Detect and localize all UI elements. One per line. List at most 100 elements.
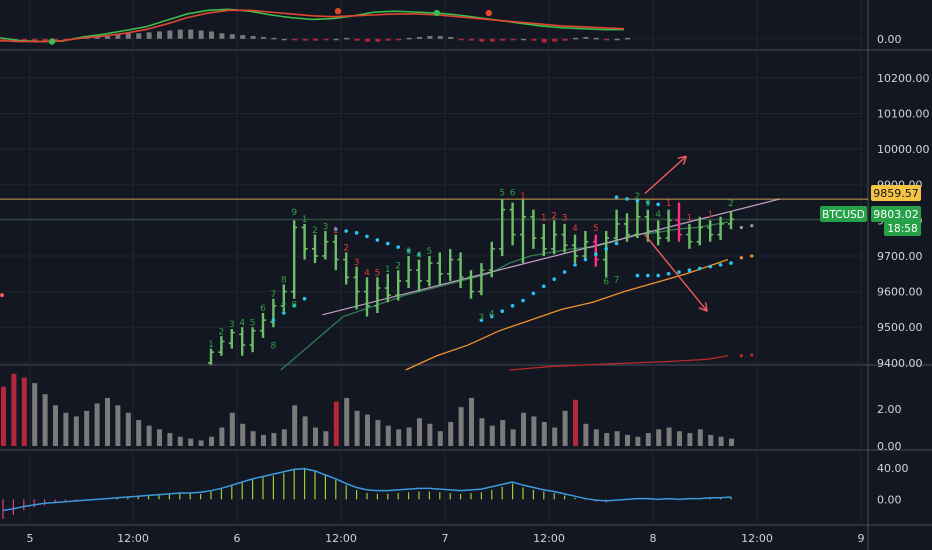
volume-bar [115, 405, 121, 446]
y-tick-label: 9700.00 [877, 250, 923, 263]
volume-bar [635, 436, 641, 446]
volume-bar [365, 414, 370, 446]
count-label: 4 [572, 224, 578, 234]
top-indicator-bar [375, 38, 381, 42]
y-tick-label: 10100.00 [877, 107, 930, 120]
count-label: 1 [302, 215, 308, 225]
count-label: 7 [614, 276, 620, 286]
volume-bar [229, 412, 235, 446]
count-label: 6 [510, 188, 516, 198]
volume-bar [177, 436, 183, 446]
stop-dot [552, 277, 556, 281]
top-indicator-bar [53, 38, 58, 41]
top-indicator-bar [219, 33, 225, 39]
volume-bar [396, 429, 402, 446]
oscillator-pane[interactable] [2, 467, 732, 520]
x-tick-label: 6 [234, 532, 241, 545]
stop-dot [386, 241, 390, 246]
ohlc-bar [291, 220, 298, 299]
volume-bar [250, 431, 256, 446]
count-label: 5 [250, 318, 256, 328]
stop-dot [708, 264, 712, 269]
projection-dot [750, 224, 754, 228]
count-label: 1 [707, 210, 713, 220]
stop-dot [521, 298, 525, 303]
top-indicator-pane[interactable] [0, 8, 630, 45]
top-indicator-bar [562, 38, 568, 41]
volume-bar [656, 429, 662, 446]
ohlc-bar [530, 209, 537, 249]
ohlc-bar [613, 209, 620, 242]
stop-dot [562, 270, 567, 274]
count-label: 5 [499, 188, 505, 198]
y-tick-label: 2.00 [877, 403, 902, 416]
stop-dot [344, 229, 349, 233]
volume-bar [531, 416, 537, 446]
ohlc-bar [582, 231, 589, 260]
top-indicator-bar [281, 38, 287, 41]
volume-bar [604, 433, 610, 446]
count-label: 7 [271, 290, 277, 300]
moving-average-line [509, 355, 729, 371]
projection-arrow [644, 234, 708, 312]
current-price-label: 9803.02 [873, 208, 919, 221]
count-label: 2 [728, 199, 734, 209]
x-tick-label: 12:00 [117, 532, 149, 545]
stop-dot [479, 318, 484, 322]
top-indicator-bar [198, 30, 204, 39]
top-indicator-bar [541, 38, 547, 43]
volume-bar [73, 416, 79, 446]
ohlc-bar [665, 209, 672, 242]
top-indicator-bar [250, 36, 256, 39]
y-tick-label: 40.00 [877, 462, 909, 475]
ohlc-bar [717, 216, 724, 240]
volume-bar [677, 431, 682, 446]
count-label: 3 [229, 320, 235, 330]
top-indicator-bar [333, 38, 339, 41]
projection-dot [750, 254, 754, 258]
top-indicator-bar [146, 32, 152, 39]
ohlc-bar [426, 255, 433, 287]
top-indicator-bar [177, 29, 183, 39]
count-label: 1 [666, 199, 672, 209]
volume-bar [406, 427, 412, 446]
volume-bar [521, 412, 526, 446]
top-indicator-bar [188, 29, 194, 39]
volume-bar [323, 431, 329, 446]
count-label: 3 [645, 199, 651, 209]
top-indicator-bar [157, 31, 162, 39]
x-tick-label: 12:00 [325, 532, 357, 545]
arrow-head [682, 155, 688, 165]
cross-marker [433, 9, 440, 17]
ohlc-bar [228, 329, 235, 349]
volume-bar [53, 405, 58, 446]
count-label: 1 [687, 213, 693, 223]
stop-dot [698, 266, 702, 271]
volume-bar [583, 423, 589, 446]
volume-bar [261, 434, 266, 446]
volume-pane[interactable] [1, 373, 734, 446]
top-indicator-bar [1, 38, 6, 41]
top-indicator-bar [469, 38, 474, 41]
top-indicator-bar [437, 36, 443, 39]
top-indicator-bar [167, 30, 173, 39]
symbol-tag-bg [820, 206, 867, 222]
moving-average-line [405, 258, 729, 371]
volume-bar [614, 431, 620, 446]
volume-bar [333, 401, 339, 446]
stop-dot [531, 291, 536, 296]
stop-dot [490, 314, 494, 319]
ohlc-bar [249, 327, 256, 353]
arrow-head [677, 155, 687, 159]
volume-bar [105, 397, 110, 446]
stop-dot [302, 296, 307, 301]
y-tick-label: 10200.00 [877, 72, 930, 85]
count-label: 1 [541, 213, 547, 223]
stop-dot [282, 311, 286, 315]
stop-dot [614, 195, 619, 199]
top-indicator-bar [510, 38, 516, 41]
volume-bar [146, 425, 152, 446]
